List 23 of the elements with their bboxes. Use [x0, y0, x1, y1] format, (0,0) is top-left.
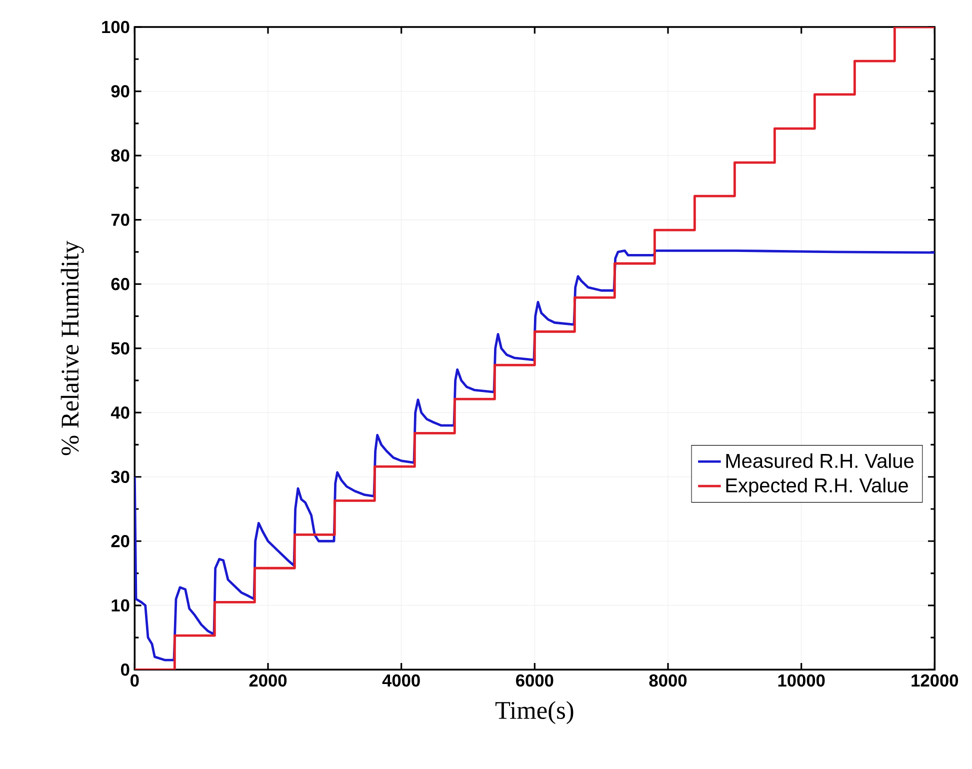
x-tick-label: 8000: [649, 674, 687, 687]
y-tick-label: 70: [111, 214, 130, 226]
y-axis-title: % Relative Humidity: [60, 240, 84, 456]
y-tick-label: 20: [111, 534, 130, 548]
x-tick-label: 2000: [249, 674, 287, 687]
x-tick-label: 0: [130, 674, 139, 687]
y-tick-label: 90: [111, 85, 130, 98]
x-tick-label: 6000: [516, 674, 554, 687]
y-tick-label: 100: [102, 20, 130, 34]
line-series: [134, 249, 935, 662]
x-axis-title: Time(s): [495, 701, 574, 724]
y-tick-label: 0: [121, 664, 130, 676]
y-tick-label: 50: [111, 342, 130, 354]
y-tick-label: 60: [111, 278, 130, 290]
legend-label: Measured R.H. Value: [726, 453, 914, 468]
y-tick-label: 30: [111, 470, 130, 484]
x-tick-label: 4000: [382, 674, 420, 687]
legend-label: Expected R.H. Value: [726, 478, 908, 496]
x-tick-label: 12000: [912, 674, 958, 687]
y-tick-label: 80: [111, 149, 130, 162]
y-tick-label: 40: [110, 406, 130, 419]
x-tick-label: 10000: [778, 674, 825, 687]
y-tick-label: 10: [112, 599, 130, 612]
